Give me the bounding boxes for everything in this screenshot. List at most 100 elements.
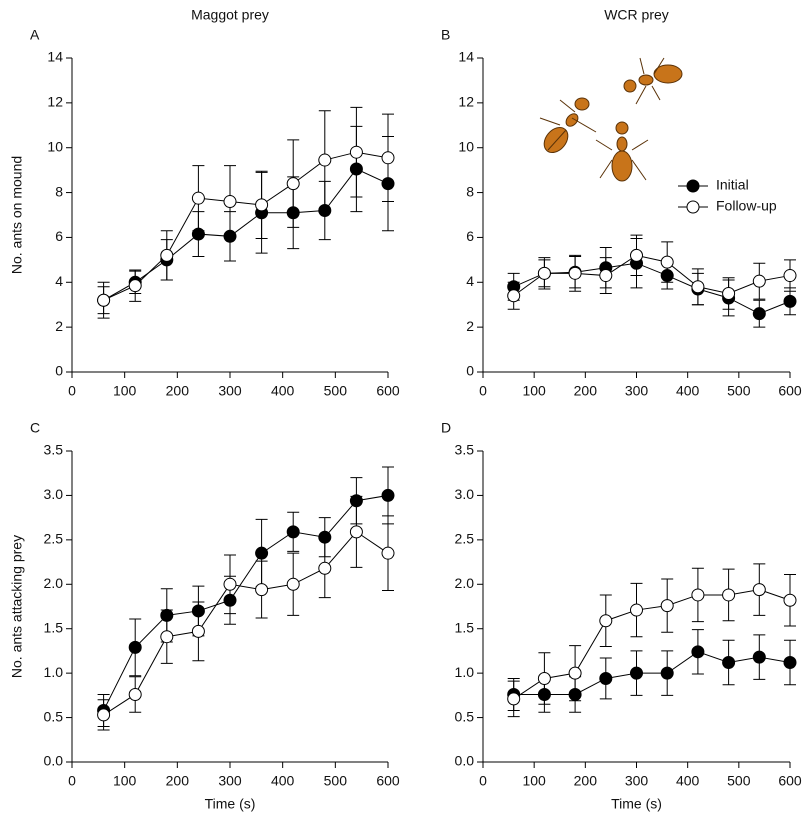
marker xyxy=(507,289,521,303)
marker xyxy=(752,583,766,597)
marker xyxy=(381,546,395,560)
marker xyxy=(160,608,174,622)
x-axis-label: Time (s) xyxy=(205,796,256,812)
legend-label: Follow-up xyxy=(716,198,777,214)
y-tick-label: 4 xyxy=(55,273,63,289)
panel-label: A xyxy=(30,27,40,43)
marker xyxy=(255,546,269,560)
marker xyxy=(660,666,674,680)
marker xyxy=(691,588,705,602)
marker xyxy=(128,279,142,293)
marker xyxy=(286,206,300,220)
legend-marker xyxy=(686,179,700,193)
x-tick-label: 0 xyxy=(68,383,76,399)
y-tick-label: 2 xyxy=(55,318,63,334)
x-tick-label: 600 xyxy=(376,383,400,399)
x-tick-label: 400 xyxy=(271,773,295,789)
series-line xyxy=(103,531,389,716)
marker xyxy=(191,604,205,618)
marker xyxy=(660,255,674,269)
marker xyxy=(191,227,205,241)
marker xyxy=(568,266,582,280)
marker xyxy=(223,577,237,591)
y-tick-label: 14 xyxy=(458,49,474,65)
marker xyxy=(191,624,205,638)
y-tick-label: 12 xyxy=(458,94,474,110)
x-tick-label: 100 xyxy=(113,773,137,789)
series-line xyxy=(103,494,389,711)
marker xyxy=(599,671,613,685)
marker xyxy=(286,525,300,539)
ant-illustration xyxy=(539,57,683,182)
x-tick-label: 100 xyxy=(113,383,137,399)
marker xyxy=(783,294,797,308)
marker xyxy=(599,614,613,628)
y-tick-label: 4 xyxy=(466,273,474,289)
marker xyxy=(630,666,643,680)
y-axis-label: No. ants on mound xyxy=(9,156,25,274)
marker xyxy=(568,687,582,701)
y-tick-label: 6 xyxy=(55,228,63,244)
panel-title: Maggot prey xyxy=(191,7,269,23)
y-tick-label: 2 xyxy=(466,318,474,334)
marker xyxy=(381,177,395,191)
marker xyxy=(783,593,797,607)
marker xyxy=(97,293,111,307)
x-tick-label: 0 xyxy=(479,773,487,789)
x-tick-label: 0 xyxy=(479,383,487,399)
marker xyxy=(630,603,643,617)
marker xyxy=(349,145,363,159)
marker xyxy=(381,151,395,165)
x-tick-label: 500 xyxy=(727,773,751,789)
y-tick-label: 1.0 xyxy=(44,664,64,680)
marker xyxy=(255,583,269,597)
x-tick-label: 600 xyxy=(376,773,400,789)
y-tick-label: 2.0 xyxy=(44,575,64,591)
marker xyxy=(318,153,332,167)
y-tick-label: 6 xyxy=(466,228,474,244)
marker xyxy=(381,488,395,502)
y-tick-label: 12 xyxy=(47,94,63,110)
y-tick-label: 0.0 xyxy=(455,753,475,769)
marker xyxy=(318,204,332,218)
panel-label: D xyxy=(441,420,451,436)
marker xyxy=(691,645,705,659)
panel-title: WCR prey xyxy=(604,7,669,23)
panel-label: C xyxy=(30,420,40,436)
marker xyxy=(537,671,551,685)
y-tick-label: 2.5 xyxy=(455,531,475,547)
marker xyxy=(537,687,551,701)
marker xyxy=(752,274,766,288)
y-tick-label: 0.0 xyxy=(44,753,64,769)
marker xyxy=(286,577,300,591)
y-axis-label: No. ants attacking prey xyxy=(9,535,25,678)
marker xyxy=(223,195,237,209)
marker xyxy=(255,198,269,212)
marker xyxy=(722,588,736,602)
x-tick-label: 400 xyxy=(271,383,295,399)
x-tick-label: 400 xyxy=(676,773,700,789)
y-tick-label: 1.5 xyxy=(44,619,64,635)
x-tick-label: 0 xyxy=(68,773,76,789)
y-tick-label: 1.5 xyxy=(455,619,475,635)
x-tick-label: 100 xyxy=(522,773,546,789)
marker xyxy=(630,248,643,262)
x-tick-label: 300 xyxy=(625,383,649,399)
x-tick-label: 100 xyxy=(522,383,546,399)
marker xyxy=(568,666,582,680)
x-tick-label: 500 xyxy=(727,383,751,399)
marker xyxy=(223,593,237,607)
marker xyxy=(128,640,142,654)
series-line xyxy=(513,254,791,297)
series-line xyxy=(513,262,791,315)
marker xyxy=(660,269,674,283)
y-tick-label: 3.0 xyxy=(455,486,475,502)
x-tick-label: 500 xyxy=(324,383,348,399)
y-tick-label: 10 xyxy=(47,138,63,154)
legend-marker xyxy=(686,200,700,214)
x-tick-label: 200 xyxy=(574,383,598,399)
y-tick-label: 1.0 xyxy=(455,664,475,680)
marker xyxy=(97,708,111,722)
